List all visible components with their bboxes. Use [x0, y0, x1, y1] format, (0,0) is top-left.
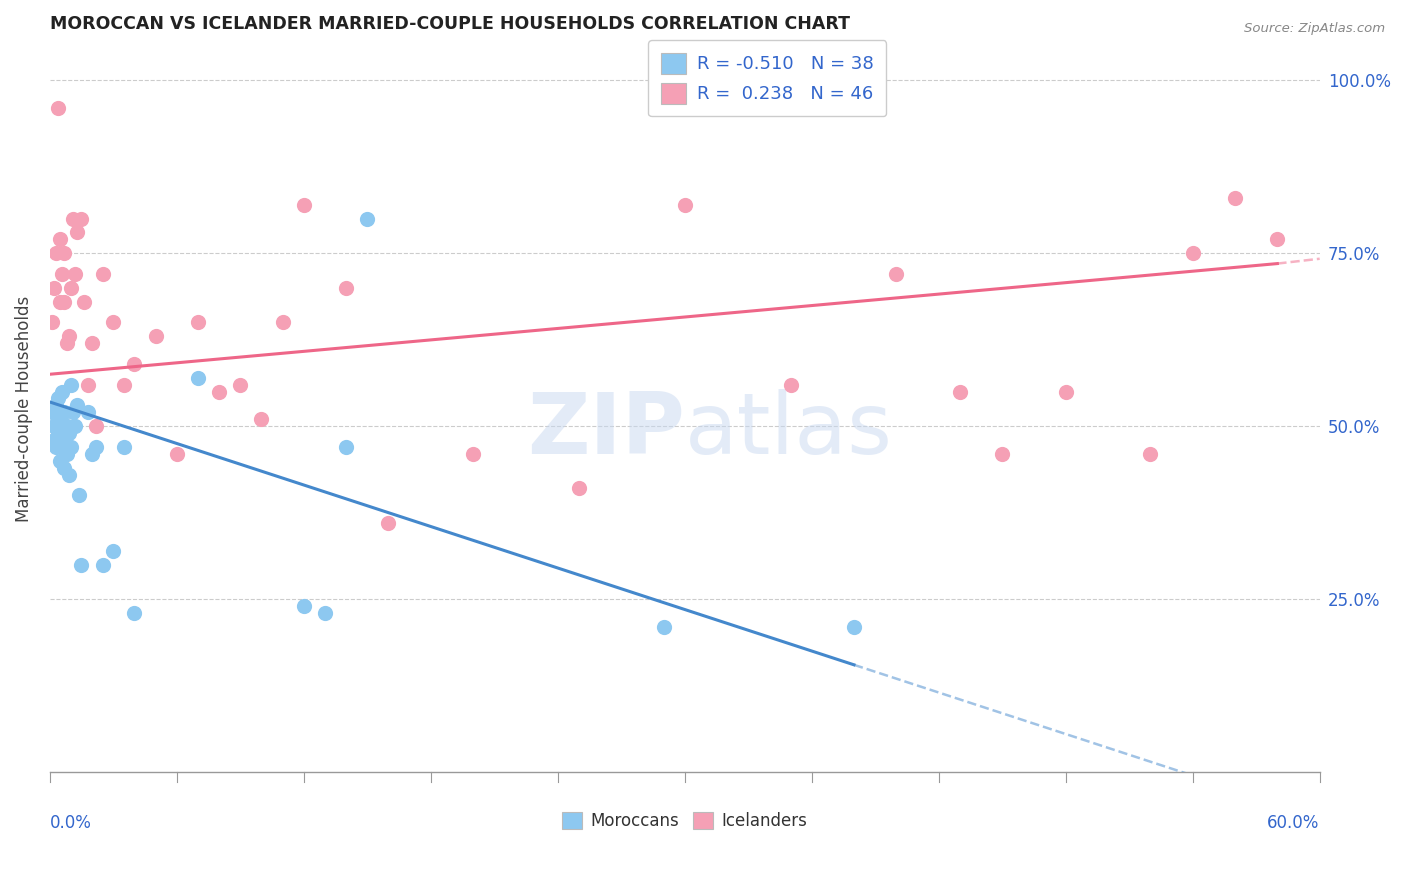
Point: [41, 405, 63, 419]
Point: [41, 315, 63, 329]
Point: [72, 294, 94, 309]
Point: [1054, 384, 1077, 399]
Point: [51, 384, 73, 399]
Point: [63, 419, 86, 434]
Legend: Moroccans, Icelanders: Moroccans, Icelanders: [555, 805, 814, 837]
Point: [45, 246, 67, 260]
Point: [58, 467, 80, 482]
Point: [166, 447, 188, 461]
Point: [45, 440, 67, 454]
Point: [652, 620, 675, 634]
Text: ZIP: ZIP: [527, 389, 685, 472]
Point: [42, 281, 65, 295]
Point: [62, 405, 84, 419]
Point: [842, 620, 865, 634]
Point: [59, 377, 82, 392]
Point: [46, 426, 69, 441]
Text: 60.0%: 60.0%: [1267, 814, 1320, 831]
Point: [51, 267, 73, 281]
Point: [91, 558, 114, 572]
Point: [187, 315, 209, 329]
Point: [42, 419, 65, 434]
Text: MOROCCAN VS ICELANDER MARRIED-COUPLE HOUSEHOLDS CORRELATION CHART: MOROCCAN VS ICELANDER MARRIED-COUPLE HOU…: [49, 15, 849, 33]
Point: [1139, 447, 1161, 461]
Text: atlas: atlas: [685, 389, 893, 472]
Point: [42, 433, 65, 447]
Point: [70, 558, 93, 572]
Point: [1181, 246, 1204, 260]
Point: [356, 211, 378, 226]
Point: [53, 460, 76, 475]
Point: [779, 377, 801, 392]
Point: [673, 198, 696, 212]
Point: [101, 315, 124, 329]
Point: [91, 267, 114, 281]
Point: [886, 267, 908, 281]
Point: [70, 211, 93, 226]
Point: [55, 447, 77, 461]
Point: [67, 488, 90, 502]
Point: [80, 336, 103, 351]
Point: [292, 198, 315, 212]
Point: [76, 377, 98, 392]
Point: [59, 281, 82, 295]
Point: [145, 329, 167, 343]
Point: [124, 606, 146, 620]
Point: [335, 440, 357, 454]
Point: [59, 440, 82, 454]
Point: [1223, 191, 1246, 205]
Point: [63, 267, 86, 281]
Point: [1265, 232, 1288, 246]
Point: [80, 447, 103, 461]
Point: [55, 419, 77, 434]
Point: [335, 281, 357, 295]
Point: [76, 405, 98, 419]
Point: [62, 211, 84, 226]
Point: [101, 543, 124, 558]
Point: [66, 226, 89, 240]
Point: [84, 419, 107, 434]
Point: [991, 447, 1014, 461]
Point: [84, 440, 107, 454]
Point: [49, 454, 72, 468]
Point: [292, 599, 315, 613]
Point: [314, 606, 336, 620]
Point: [46, 392, 69, 406]
Point: [58, 329, 80, 343]
Point: [250, 412, 273, 426]
Point: [187, 370, 209, 384]
Point: [124, 357, 146, 371]
Point: [229, 377, 252, 392]
Point: [46, 101, 69, 115]
Point: [53, 246, 76, 260]
Point: [271, 315, 294, 329]
Point: [51, 433, 73, 447]
Point: [949, 384, 972, 399]
Point: [461, 447, 484, 461]
Point: [53, 405, 76, 419]
Text: Source: ZipAtlas.com: Source: ZipAtlas.com: [1244, 22, 1385, 36]
Text: 0.0%: 0.0%: [49, 814, 91, 831]
Y-axis label: Married-couple Households: Married-couple Households: [15, 296, 32, 522]
Point: [66, 398, 89, 412]
Point: [112, 440, 135, 454]
Point: [568, 482, 591, 496]
Point: [45, 398, 67, 412]
Point: [208, 384, 231, 399]
Point: [49, 232, 72, 246]
Point: [49, 294, 72, 309]
Point: [377, 516, 399, 530]
Point: [53, 294, 76, 309]
Point: [58, 426, 80, 441]
Point: [112, 377, 135, 392]
Point: [49, 412, 72, 426]
Point: [55, 336, 77, 351]
